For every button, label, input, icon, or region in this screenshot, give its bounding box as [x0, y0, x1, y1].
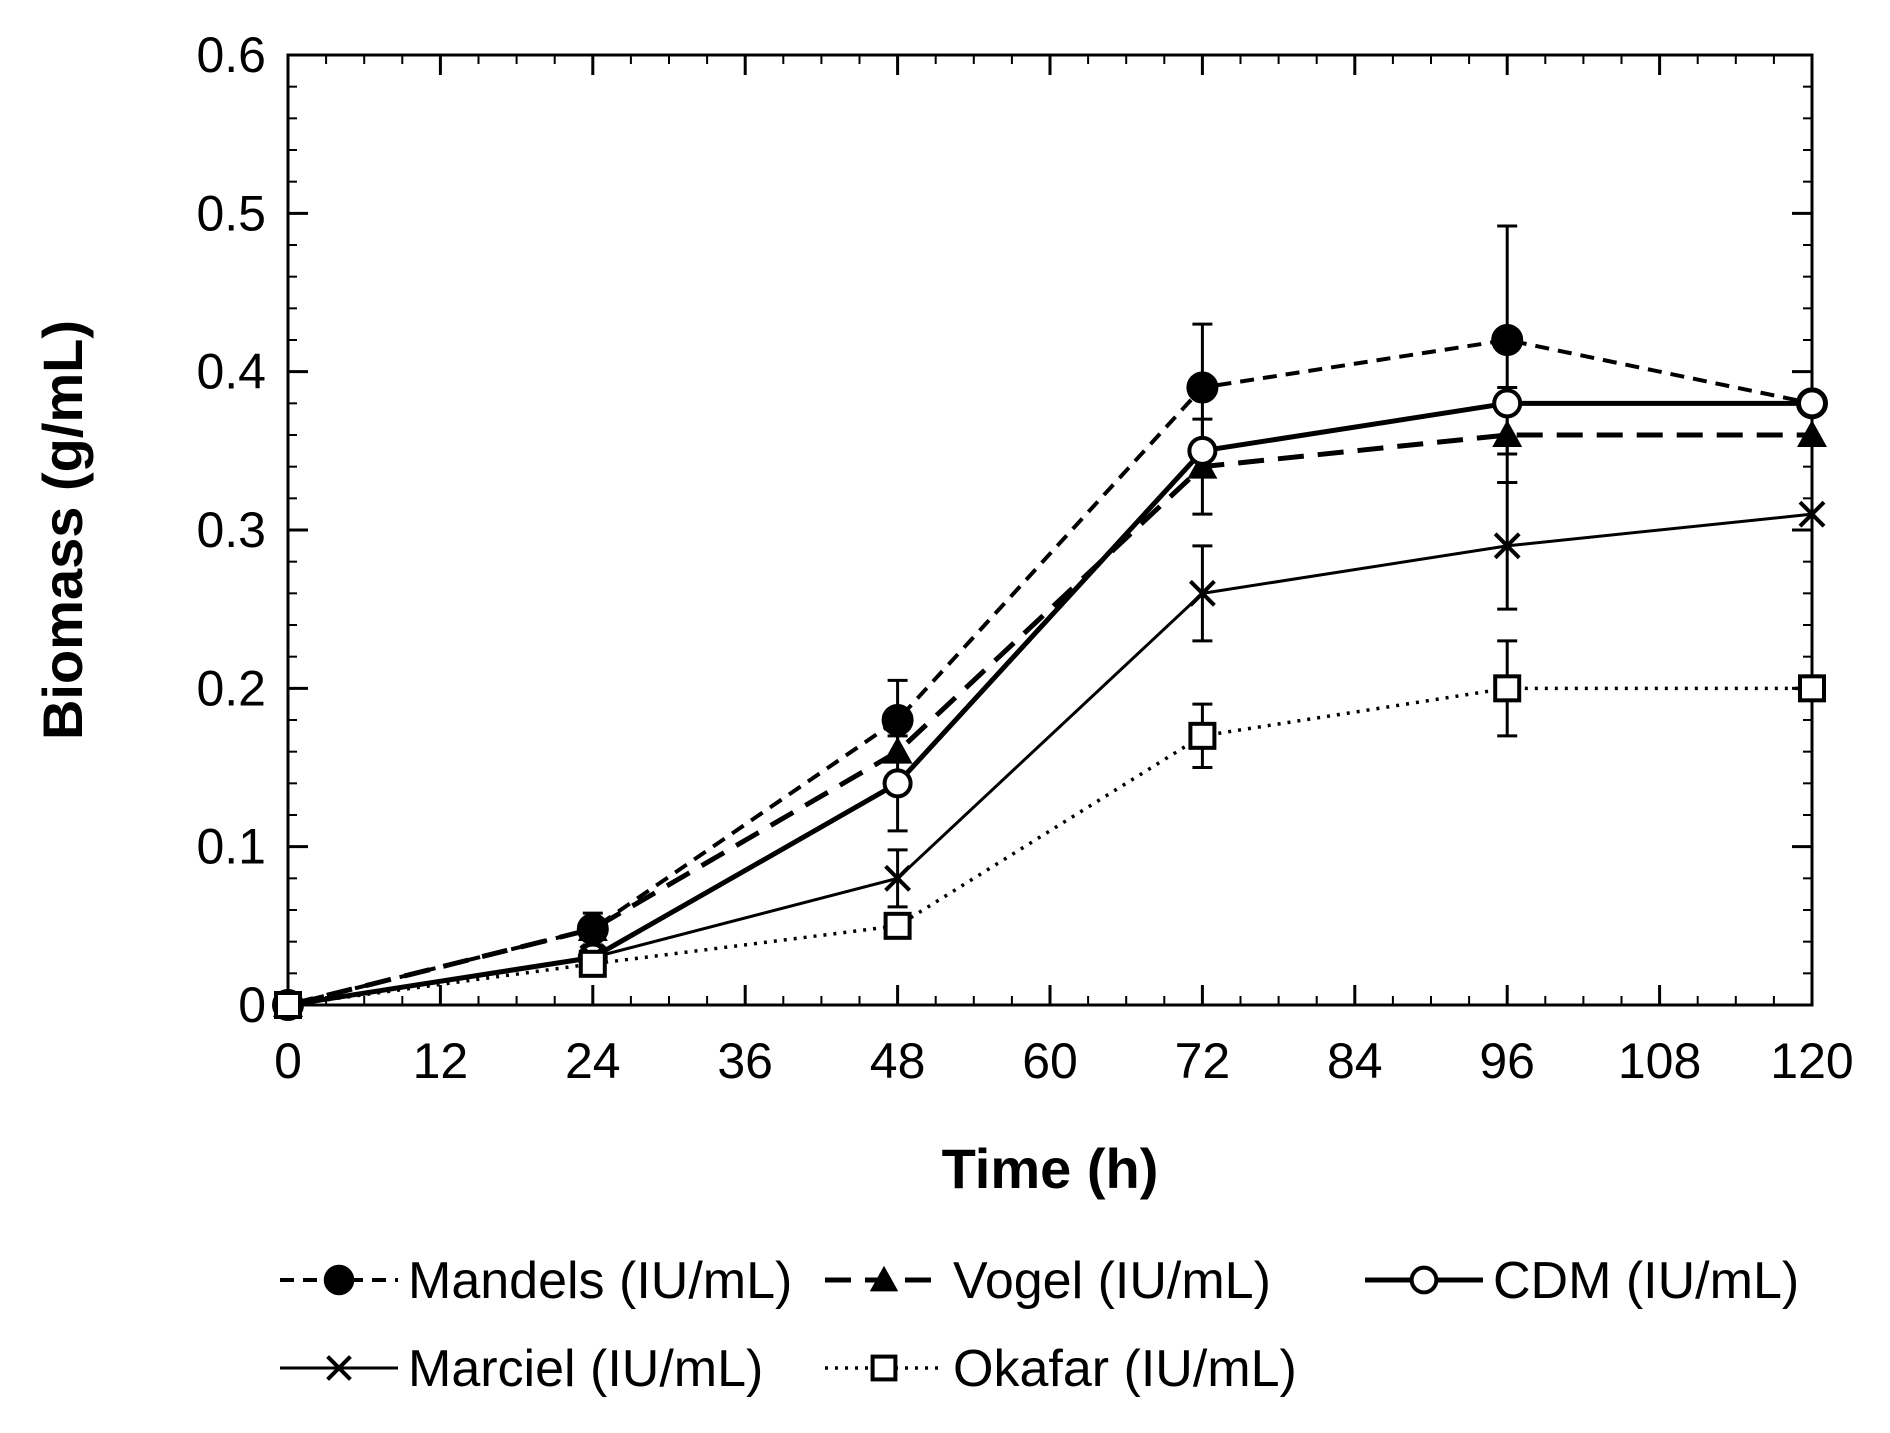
data-point-2: [1492, 388, 1523, 419]
y-tick-labels: 0 0.1 0.2 0.3 0.4 0.5 0.6: [196, 27, 266, 1033]
y-tick-label: 0.3: [196, 502, 266, 558]
data-point-3: [1493, 532, 1521, 560]
data-point-0: [1186, 371, 1219, 404]
x-tick-label: 24: [565, 1033, 621, 1089]
x-tick-labels: 0 12 24 36 48 60 72 84 96 108 120: [274, 1033, 1854, 1089]
x-tick-label: 108: [1618, 1033, 1701, 1089]
x-axis-title: Time (h): [942, 1137, 1159, 1200]
legend-marker-1: [869, 1265, 899, 1292]
plot-frame: [286, 53, 1814, 1007]
y-tick-label: 0.1: [196, 819, 266, 875]
x-tick-label: 12: [413, 1033, 469, 1089]
legend-label-2: CDM (IU/mL): [1493, 1252, 1799, 1310]
minor-ticks: [287, 54, 1813, 1006]
data-point-4: [1188, 721, 1217, 750]
data-point-1: [577, 914, 608, 941]
x-tick-label: 96: [1479, 1033, 1535, 1089]
data-point-0: [881, 704, 914, 736]
series-line-3: [287, 512, 1813, 1007]
y-tick-label: 0: [238, 977, 266, 1033]
data-point-4: [883, 911, 912, 940]
data-point-0: [1491, 324, 1524, 356]
x-tick-label: 36: [717, 1033, 773, 1089]
legend-marker-0: [323, 1264, 355, 1296]
legend-label-0: Mandels (IU/mL): [408, 1252, 792, 1310]
legend-label-1: Vogel (IU/mL): [953, 1252, 1271, 1310]
legend-marker-4: [870, 1354, 898, 1382]
plot-area: [286, 53, 1814, 1007]
x-tick-label: 48: [870, 1033, 926, 1089]
data-point-2: [1797, 388, 1827, 419]
data-point-4: [1798, 674, 1826, 703]
legend-label-4: Okafar (IU/mL): [953, 1340, 1297, 1398]
data-point-2: [882, 768, 913, 799]
data-point-3: [884, 864, 912, 892]
data-point-3: [1798, 500, 1826, 528]
legend-label-3: Marciel (IU/mL): [408, 1340, 763, 1398]
series-line-0: [287, 338, 1813, 1007]
error-bars: [582, 224, 1518, 947]
legend: Mandels (IU/mL) Vogel (IU/mL) CDM (IU/mL) M…: [280, 1252, 1799, 1398]
markers: [272, 324, 1828, 1021]
y-tick-label: 0.5: [196, 185, 266, 241]
series-line-1: [287, 432, 1812, 1008]
series-line-2: [287, 400, 1812, 1008]
y-tick-label: 0.4: [196, 344, 266, 400]
y-tick-label: 0.6: [196, 27, 266, 83]
y-tick-label: 0.2: [196, 660, 266, 716]
data-point-1: [1797, 420, 1827, 447]
series-lines: [287, 338, 1813, 1008]
x-tick-label: 0: [274, 1033, 302, 1089]
x-tick-label: 60: [1022, 1033, 1078, 1089]
x-tick-label: 84: [1327, 1033, 1383, 1089]
data-point-4: [578, 949, 607, 978]
legend-marker-3: [326, 1355, 352, 1381]
x-tick-label: 72: [1175, 1033, 1231, 1089]
y-axis-title: Biomass (g/mL): [31, 320, 94, 740]
data-point-1: [882, 736, 913, 764]
major-ticks: [286, 53, 1814, 1007]
data-point-2: [1187, 435, 1218, 466]
data-point-1: [1492, 420, 1523, 447]
data-point-3: [1188, 579, 1216, 607]
x-tick-label: 120: [1770, 1033, 1853, 1089]
data-point-4: [274, 991, 302, 1019]
legend-marker-2: [1409, 1265, 1439, 1295]
data-point-4: [1493, 674, 1522, 703]
